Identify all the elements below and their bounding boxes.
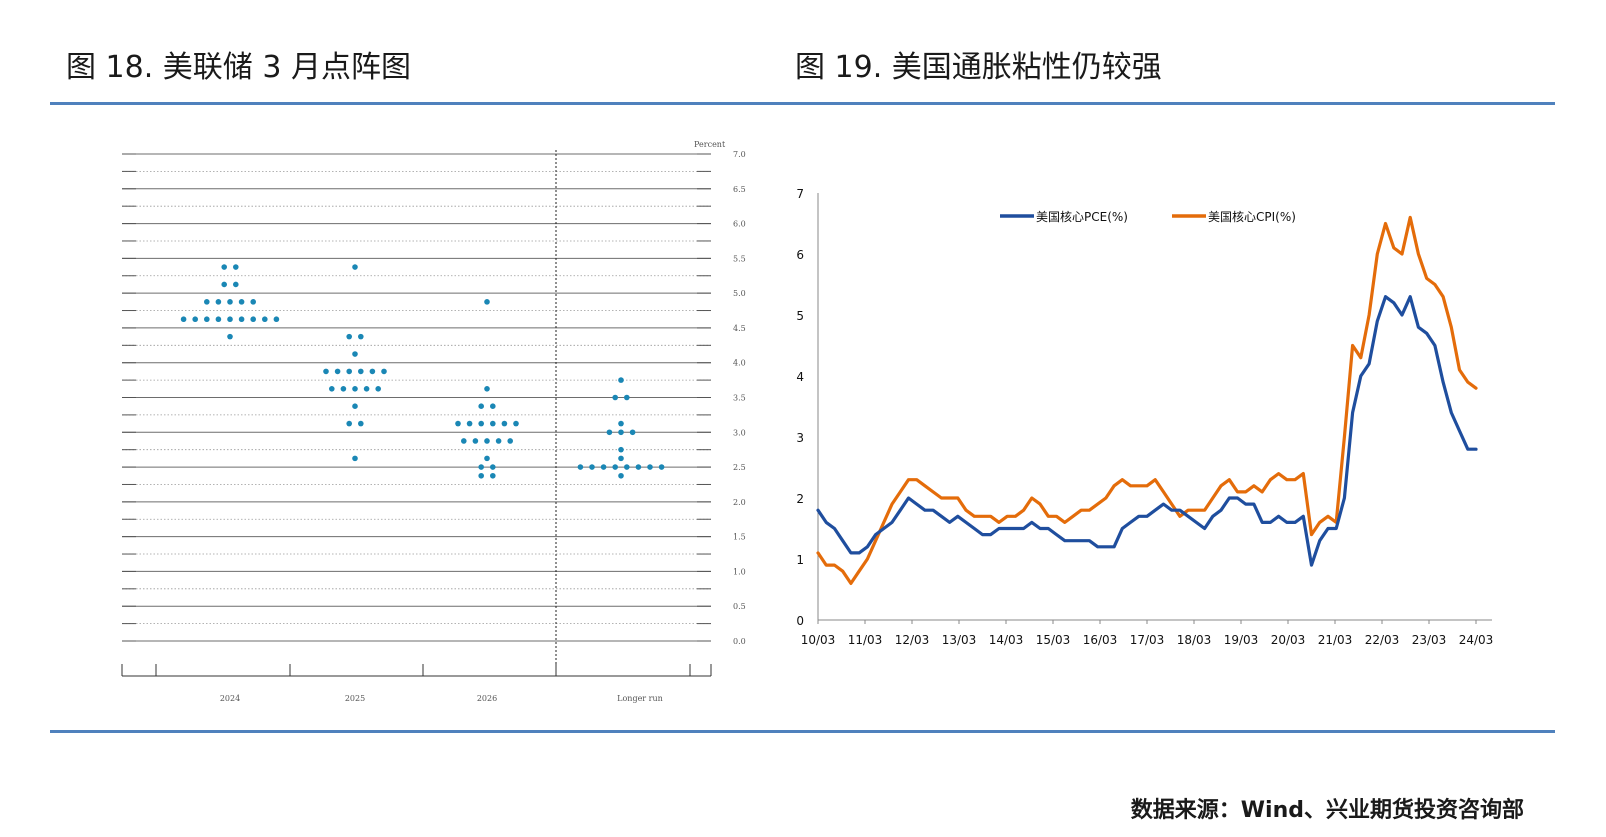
y-tick-label: 7 <box>796 187 804 201</box>
y-tick-label: 3 <box>796 431 804 445</box>
y-tick-label: 6 <box>796 248 804 262</box>
x-tick-label: 21/03 <box>1318 633 1353 647</box>
source-note: 数据来源：Wind、兴业期货投资咨询部 <box>1131 792 1524 824</box>
x-tick-label: 24/03 <box>1459 633 1494 647</box>
inflation-line-chart: 0 1 2 3 4 5 6 7 10/03 11/03 12/03 13/03 14/03 15/03 16… <box>0 0 1606 730</box>
core-pce-line <box>818 297 1476 565</box>
y-tick-label: 4 <box>796 370 804 384</box>
x-tick-label: 19/03 <box>1224 633 1259 647</box>
y-tick-label: 1 <box>796 553 804 567</box>
x-tick-label: 10/03 <box>801 633 836 647</box>
x-tick-label: 17/03 <box>1130 633 1165 647</box>
x-tick-label: 15/03 <box>1036 633 1071 647</box>
x-tick-label: 22/03 <box>1365 633 1400 647</box>
x-tick-label: 20/03 <box>1271 633 1306 647</box>
x-tick-label: 12/03 <box>895 633 930 647</box>
y-tick-label: 2 <box>796 492 804 506</box>
x-tick-label: 16/03 <box>1083 633 1118 647</box>
x-tick-label: 23/03 <box>1412 633 1447 647</box>
x-tick-label: 18/03 <box>1177 633 1212 647</box>
bottom-divider <box>50 730 1555 733</box>
legend-core-pce-label: 美国核心PCE(%) <box>1036 210 1128 224</box>
legend-core-cpi-label: 美国核心CPI(%) <box>1208 210 1296 224</box>
core-cpi-line <box>818 217 1476 583</box>
x-tick-label: 13/03 <box>942 633 977 647</box>
y-tick-label: 0 <box>796 614 804 628</box>
x-tick-label: 11/03 <box>848 633 883 647</box>
x-tick-label: 14/03 <box>989 633 1024 647</box>
y-tick-label: 5 <box>796 309 804 323</box>
